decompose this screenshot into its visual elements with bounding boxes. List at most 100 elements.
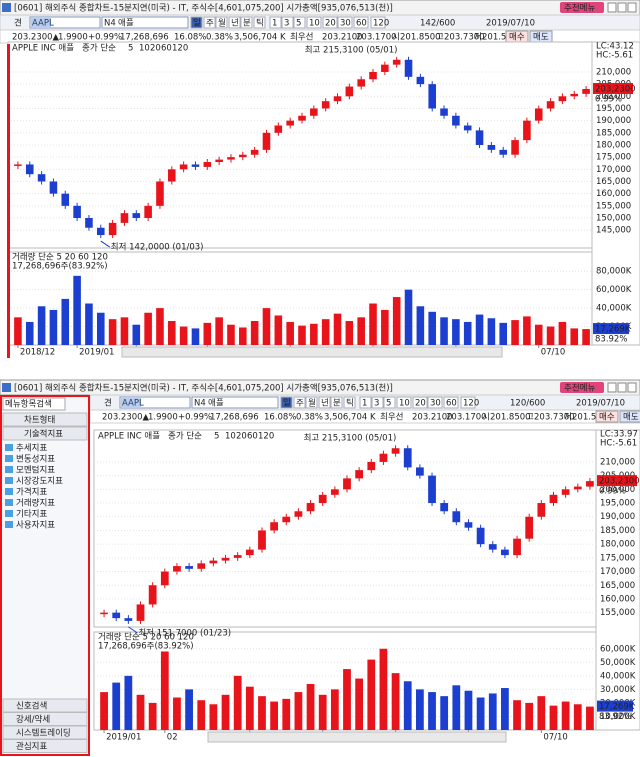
period-button[interactable] xyxy=(203,16,216,29)
period-button[interactable] xyxy=(228,16,241,29)
panel-tab[interactable] xyxy=(2,426,88,441)
period-button[interactable] xyxy=(280,396,293,409)
folder-icon xyxy=(5,455,13,462)
period-button[interactable] xyxy=(427,396,443,409)
volume-bar xyxy=(534,324,543,345)
period-button[interactable] xyxy=(396,396,412,409)
window-control[interactable] xyxy=(627,2,637,13)
indicator-folder[interactable]: 가격지표 xyxy=(16,487,47,498)
period-button[interactable] xyxy=(269,16,282,29)
period-button[interactable] xyxy=(412,396,428,409)
name-input[interactable] xyxy=(191,396,279,409)
window-control[interactable] xyxy=(617,2,627,13)
panel-tab[interactable] xyxy=(2,412,88,427)
trade-button[interactable] xyxy=(595,410,619,423)
name-input[interactable] xyxy=(101,16,189,29)
period-button[interactable] xyxy=(293,16,306,29)
period-button[interactable] xyxy=(281,16,294,29)
candle xyxy=(392,59,401,65)
volume-bar xyxy=(37,306,46,345)
toolbar-item: AAPL xyxy=(32,19,54,29)
period-button[interactable] xyxy=(293,396,306,409)
candle xyxy=(321,101,330,109)
panel-tab[interactable] xyxy=(2,739,88,753)
volume-badge xyxy=(593,323,629,335)
candle xyxy=(179,164,188,170)
ma-period: 120 xyxy=(258,432,274,442)
candle xyxy=(440,108,448,116)
volume-bar xyxy=(203,322,212,345)
last-price-badge xyxy=(593,82,633,94)
folder-icon xyxy=(5,521,13,528)
recommend-label: 추천메뉴 xyxy=(564,3,595,14)
info-item: 1.9900 xyxy=(58,33,88,43)
volume-tick-label: 40,000K xyxy=(596,304,632,314)
indicator-folder[interactable]: 변동성지표 xyxy=(16,454,55,465)
info-item: 16.08% xyxy=(174,33,206,43)
code-input[interactable] xyxy=(119,396,191,409)
period-button[interactable] xyxy=(190,16,203,29)
period-button[interactable] xyxy=(460,396,476,409)
period-button[interactable] xyxy=(240,16,253,29)
window-control[interactable] xyxy=(607,2,617,13)
change-label: 0.99% xyxy=(599,487,626,497)
indicator-folder[interactable]: 시장강도지표 xyxy=(16,476,63,487)
last-price: 203,2300 xyxy=(595,84,636,94)
candle xyxy=(25,164,34,175)
toolbar-item: 2019/07/10 xyxy=(576,399,625,409)
period-button[interactable] xyxy=(305,396,318,409)
volume-bar xyxy=(96,312,105,345)
indicator-folder[interactable]: 거래량지표 xyxy=(16,498,55,509)
volume-bar xyxy=(549,705,558,730)
recommend-button[interactable] xyxy=(560,382,604,393)
period-button[interactable] xyxy=(215,16,228,29)
period-button[interactable] xyxy=(253,16,266,29)
window-control[interactable] xyxy=(607,382,617,393)
recommend-label: 추천메뉴 xyxy=(564,383,595,394)
volume-tick-label: 50,000K xyxy=(600,658,636,668)
period-button[interactable] xyxy=(370,16,386,29)
code-input[interactable] xyxy=(29,16,101,29)
period-button[interactable] xyxy=(359,396,372,409)
indicator-folder[interactable]: 모멘텀지표 xyxy=(16,465,55,476)
hc-label: HC:-5.61 xyxy=(600,439,637,449)
period-button[interactable] xyxy=(337,16,353,29)
search-box[interactable] xyxy=(2,397,66,411)
candle xyxy=(546,101,555,109)
ma-period: 60 xyxy=(161,44,172,54)
volume-bar xyxy=(215,317,223,345)
period-button[interactable] xyxy=(322,16,338,29)
candle xyxy=(227,157,235,160)
candle xyxy=(511,140,519,155)
indicator-folder[interactable]: 추세지표 xyxy=(16,444,47,454)
volume-tick-label: 60,000K xyxy=(600,644,636,654)
period-button[interactable] xyxy=(383,396,396,409)
toolbar-item: 30 xyxy=(430,399,441,409)
scroll-bar[interactable] xyxy=(121,346,503,358)
candle xyxy=(197,563,206,569)
volume-bar xyxy=(523,316,531,345)
indicator-folder[interactable]: 기타지표 xyxy=(16,510,47,520)
period-button[interactable] xyxy=(330,396,343,409)
toolbar-item: 1 xyxy=(272,19,277,29)
period-button[interactable] xyxy=(318,396,331,409)
indicator-folder[interactable]: 사용자지표 xyxy=(16,521,55,531)
period-button[interactable] xyxy=(443,396,459,409)
period-button[interactable] xyxy=(371,396,384,409)
volume-bar xyxy=(475,314,484,345)
period-button[interactable] xyxy=(306,16,322,29)
window-control[interactable] xyxy=(627,382,637,393)
window-control[interactable] xyxy=(617,382,627,393)
volume-bar xyxy=(428,311,436,345)
highlight-bar xyxy=(7,44,10,358)
trade-button[interactable] xyxy=(619,410,640,423)
recommend-button[interactable] xyxy=(560,2,604,13)
volume-bar xyxy=(274,315,283,345)
volume-bar xyxy=(233,675,242,730)
volume-bar xyxy=(558,321,567,345)
volume-bar xyxy=(488,693,497,730)
period-button[interactable] xyxy=(353,16,369,29)
scroll-bar[interactable] xyxy=(207,731,507,743)
period-button[interactable] xyxy=(343,396,356,409)
panel-tab-label: 관심지표 xyxy=(16,741,47,752)
